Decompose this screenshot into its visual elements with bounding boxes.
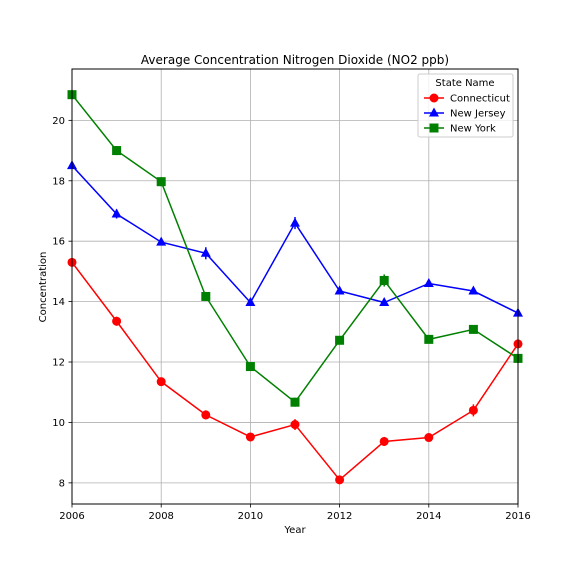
- data-point-new-jersey: [200, 247, 211, 257]
- series-line-connecticut: [71, 261, 519, 481]
- data-point-new-jersey: [334, 285, 345, 295]
- data-point-connecticut: [468, 405, 478, 415]
- y-tick-label: 18: [52, 176, 65, 187]
- legend-marker-connecticut: [429, 93, 439, 103]
- y-tick-label: 12: [52, 358, 65, 369]
- y-tick-label: 10: [52, 418, 65, 429]
- data-point-connecticut: [335, 475, 345, 485]
- data-point-new-york: [379, 275, 389, 285]
- series-line-new-jersey: [71, 165, 519, 314]
- data-point-new-york: [290, 397, 300, 407]
- data-point-new-york: [156, 177, 166, 187]
- data-point-new-jersey: [111, 208, 122, 218]
- data-point-new-jersey: [156, 236, 167, 246]
- series-layer: [67, 90, 523, 485]
- data-point-new-york: [112, 146, 122, 156]
- y-axis: 8 10 12 14 16 18 20: [52, 116, 72, 489]
- data-point-new-york: [245, 362, 255, 372]
- x-axis-label: Year: [283, 525, 306, 536]
- data-point-new-york: [424, 334, 434, 344]
- data-point-connecticut: [156, 377, 166, 387]
- x-tick-label: 2014: [416, 511, 441, 522]
- legend-marker-new-york: [429, 123, 439, 133]
- data-point-new-jersey: [423, 277, 434, 287]
- plot-frame: [71, 68, 519, 505]
- x-tick-label: 2012: [327, 511, 352, 522]
- series-new-jersey: [67, 160, 523, 317]
- data-point-connecticut: [290, 420, 300, 430]
- legend-label-new-jersey: New Jersey: [450, 109, 506, 120]
- legend-items: Connecticut New Jersey New York: [424, 93, 510, 135]
- data-point-connecticut: [245, 432, 255, 442]
- x-tick-label: 2016: [505, 511, 530, 522]
- data-point-connecticut: [424, 433, 434, 443]
- data-point-connecticut: [112, 316, 122, 326]
- y-axis-label: Concentration: [38, 252, 49, 323]
- x-tick-label: 2008: [148, 511, 173, 522]
- y-tick-label: 8: [59, 478, 65, 489]
- x-axis: 2006 2008 2010 2012 2014 2016: [59, 504, 531, 522]
- data-point-new-jersey: [245, 297, 256, 307]
- data-point-new-jersey: [290, 217, 300, 227]
- data-point-new-jersey: [468, 285, 479, 295]
- x-tick-label: 2006: [59, 511, 84, 522]
- data-point-new-jersey: [379, 297, 390, 307]
- legend-box: [417, 73, 514, 138]
- legend-title: State Name: [435, 78, 494, 89]
- series-line-new-york: [71, 94, 519, 404]
- series-connecticut: [67, 257, 523, 485]
- y-tick-label: 14: [52, 297, 65, 308]
- legend: State Name Connecticut New Jersey New York: [417, 73, 514, 138]
- y-tick-label: 16: [52, 237, 65, 248]
- legend-label-new-york: New York: [450, 124, 496, 135]
- series-new-york: [67, 90, 523, 407]
- y-tick-label: 20: [52, 116, 65, 127]
- legend-label-connecticut: Connecticut: [450, 94, 510, 105]
- data-point-new-york: [468, 324, 478, 334]
- data-point-connecticut: [379, 436, 389, 446]
- data-point-new-york: [335, 335, 345, 345]
- data-point-new-york: [201, 291, 211, 301]
- legend-marker-new-jersey: [429, 107, 439, 117]
- x-tick-label: 2010: [238, 511, 263, 522]
- data-point-connecticut: [201, 410, 211, 420]
- chart-title: Average Concentration Nitrogen Dioxide (…: [141, 53, 449, 67]
